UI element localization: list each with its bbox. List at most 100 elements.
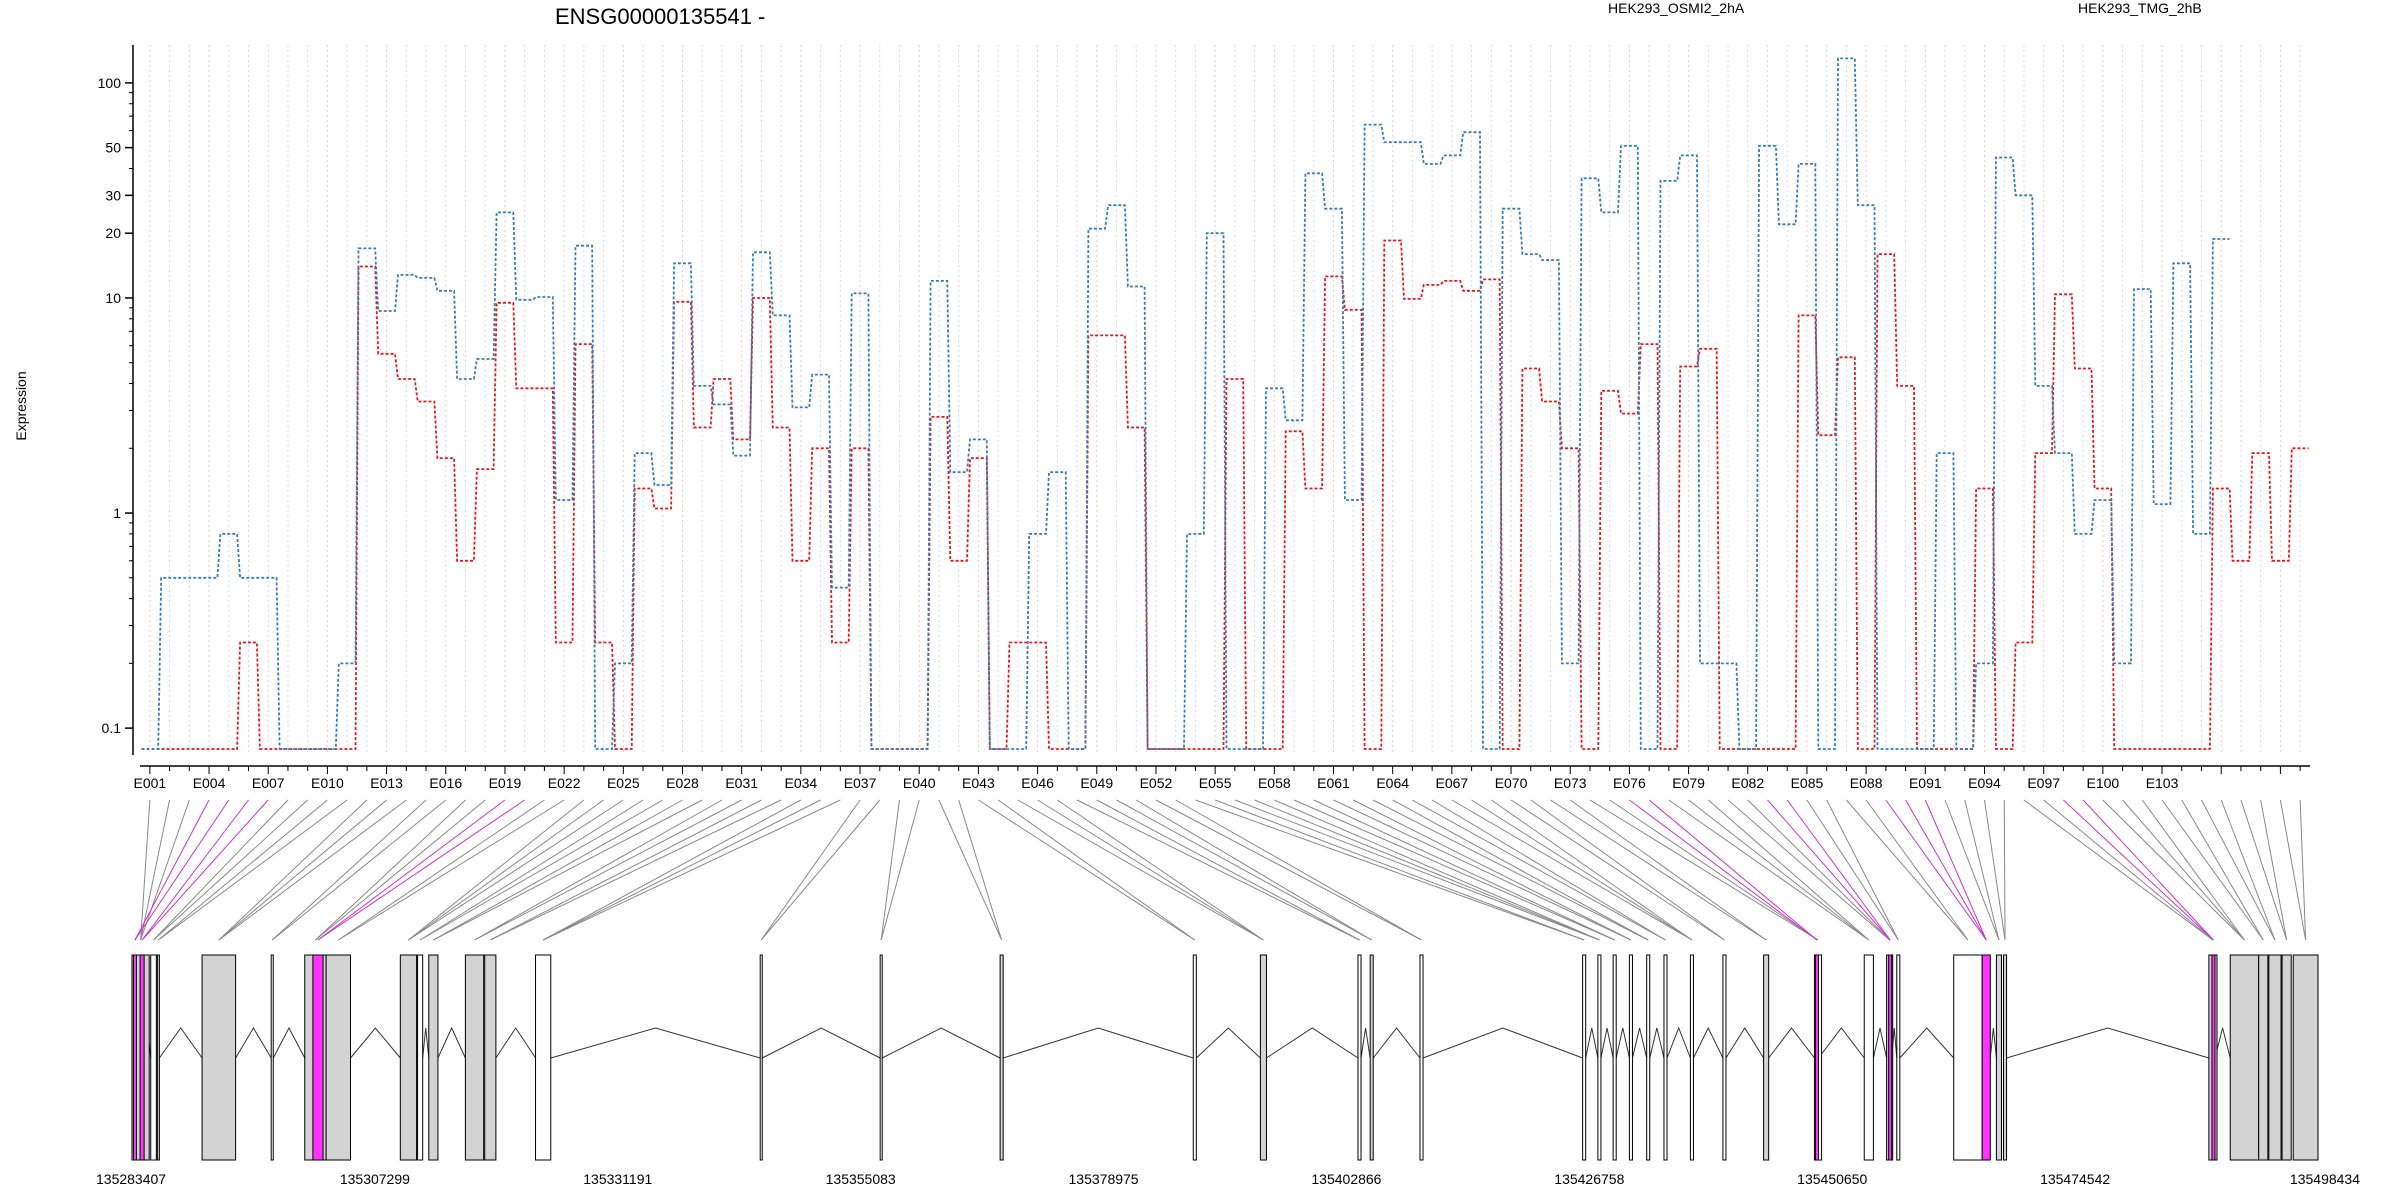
exon-connector	[1372, 799, 1649, 941]
exon-box	[1981, 954, 1991, 1161]
exon-connector	[317, 799, 525, 941]
exon-box	[1259, 954, 1267, 1161]
exon-connector	[1569, 799, 1767, 941]
exon-connector	[338, 799, 545, 941]
exon-box	[1192, 954, 1197, 1161]
exon-label: E073	[1554, 775, 1587, 791]
exon-connector	[2240, 799, 2288, 941]
exon-connector	[1530, 799, 1725, 941]
exon-box	[2258, 954, 2269, 1161]
exon-connector	[1707, 799, 1870, 941]
exon-connector	[1826, 799, 1899, 941]
exon-connector	[880, 799, 900, 941]
exon-connector	[1905, 799, 1987, 941]
exon-connector	[1214, 799, 1585, 941]
exon-connector	[140, 799, 151, 941]
exon-connector	[158, 799, 348, 941]
exon-connector	[1471, 799, 1693, 941]
exon-box	[2268, 954, 2282, 1161]
exon-connector	[760, 799, 861, 941]
exon-connector	[2082, 799, 2214, 941]
intron-line	[1899, 1027, 1955, 1059]
exon-box	[2211, 954, 2216, 1161]
exon-label: E100	[2087, 775, 2120, 791]
y-tick-label: 1	[113, 505, 121, 521]
intron-line	[2214, 1027, 2231, 1059]
exon-connector	[1491, 799, 1693, 941]
y-tick-label: 30	[105, 187, 121, 203]
exon-box	[1582, 954, 1587, 1161]
genomic-tick-label: 135283407	[96, 1171, 166, 1187]
exon-connector	[1629, 799, 1818, 941]
exon-connector	[1293, 799, 1615, 941]
exon-connector	[1984, 799, 2006, 941]
exon-connector	[1747, 799, 1891, 941]
exon-connector	[140, 799, 171, 941]
exon-label: E010	[311, 775, 344, 791]
exon-label: E094	[1968, 775, 2001, 791]
intron-line	[1372, 1027, 1421, 1059]
exon-box	[312, 954, 324, 1161]
intron-line	[1266, 1027, 1359, 1059]
exon-connector	[2260, 799, 2288, 941]
exon-box	[1597, 954, 1602, 1161]
intron-line	[350, 1027, 401, 1059]
genomic-tick-label: 135331191	[583, 1171, 652, 1187]
exon-box	[1888, 954, 1893, 1161]
exon-connector	[1135, 799, 1372, 941]
genomic-tick-label: 135378975	[1069, 1171, 1139, 1187]
intron-line	[158, 1027, 203, 1059]
exon-connector	[1865, 799, 1969, 941]
intron-line	[437, 1026, 466, 1059]
exon-connector	[1727, 799, 1890, 941]
exon-connector	[134, 799, 210, 941]
exon-connector	[1234, 799, 1600, 941]
exon-connector	[315, 799, 466, 941]
exon-connector	[474, 799, 742, 941]
exon-box	[399, 954, 418, 1161]
exon-connector	[1846, 799, 1969, 941]
gene-model	[131, 954, 2319, 1161]
exon-connector	[1076, 799, 1360, 941]
exon-box	[1663, 954, 1668, 1161]
exon-box	[1689, 954, 1694, 1161]
exon-connector	[153, 799, 309, 941]
exon-label: E088	[1850, 775, 1883, 791]
exon-box	[1628, 954, 1633, 1161]
exon-box	[1814, 954, 1819, 1161]
exon-connector	[1155, 799, 1422, 941]
exon-connector	[542, 799, 841, 941]
exon-label: E031	[725, 775, 758, 791]
exon-label: E046	[1021, 775, 1054, 791]
exon-label: E079	[1672, 775, 1705, 791]
intron-line	[1195, 1027, 1261, 1059]
genomic-tick-label: 135355083	[826, 1171, 896, 1187]
exon-connector	[2220, 799, 2276, 941]
exon-box	[2003, 954, 2008, 1161]
exon-connector	[408, 799, 585, 941]
exon-connector	[218, 799, 387, 941]
exon-label: E001	[134, 775, 167, 791]
series-line-1	[141, 239, 2309, 750]
exon-box	[999, 954, 1004, 1161]
series-line-2	[141, 57, 2230, 750]
intron-line	[1768, 1027, 1815, 1059]
intron-line	[272, 1026, 306, 1059]
intron-line	[1422, 1027, 1583, 1059]
intron-line	[1666, 1026, 1691, 1059]
exon-connector	[158, 799, 328, 941]
exon-connector	[2141, 799, 2245, 941]
exon-connector	[1274, 799, 1600, 941]
genomic-tick-label: 135450650	[1797, 1171, 1867, 1187]
exon-label: E034	[785, 775, 818, 791]
exon-connector	[1609, 799, 1819, 941]
exon-connector	[1353, 799, 1632, 941]
exon-connector	[2279, 799, 2307, 941]
exon-box	[1419, 954, 1424, 1161]
exon-label: E055	[1199, 775, 1232, 791]
intron-line	[2006, 1027, 2210, 1059]
exon-connector	[2043, 799, 2214, 941]
exon-connector	[419, 799, 644, 941]
intron-line	[1360, 1027, 1371, 1059]
